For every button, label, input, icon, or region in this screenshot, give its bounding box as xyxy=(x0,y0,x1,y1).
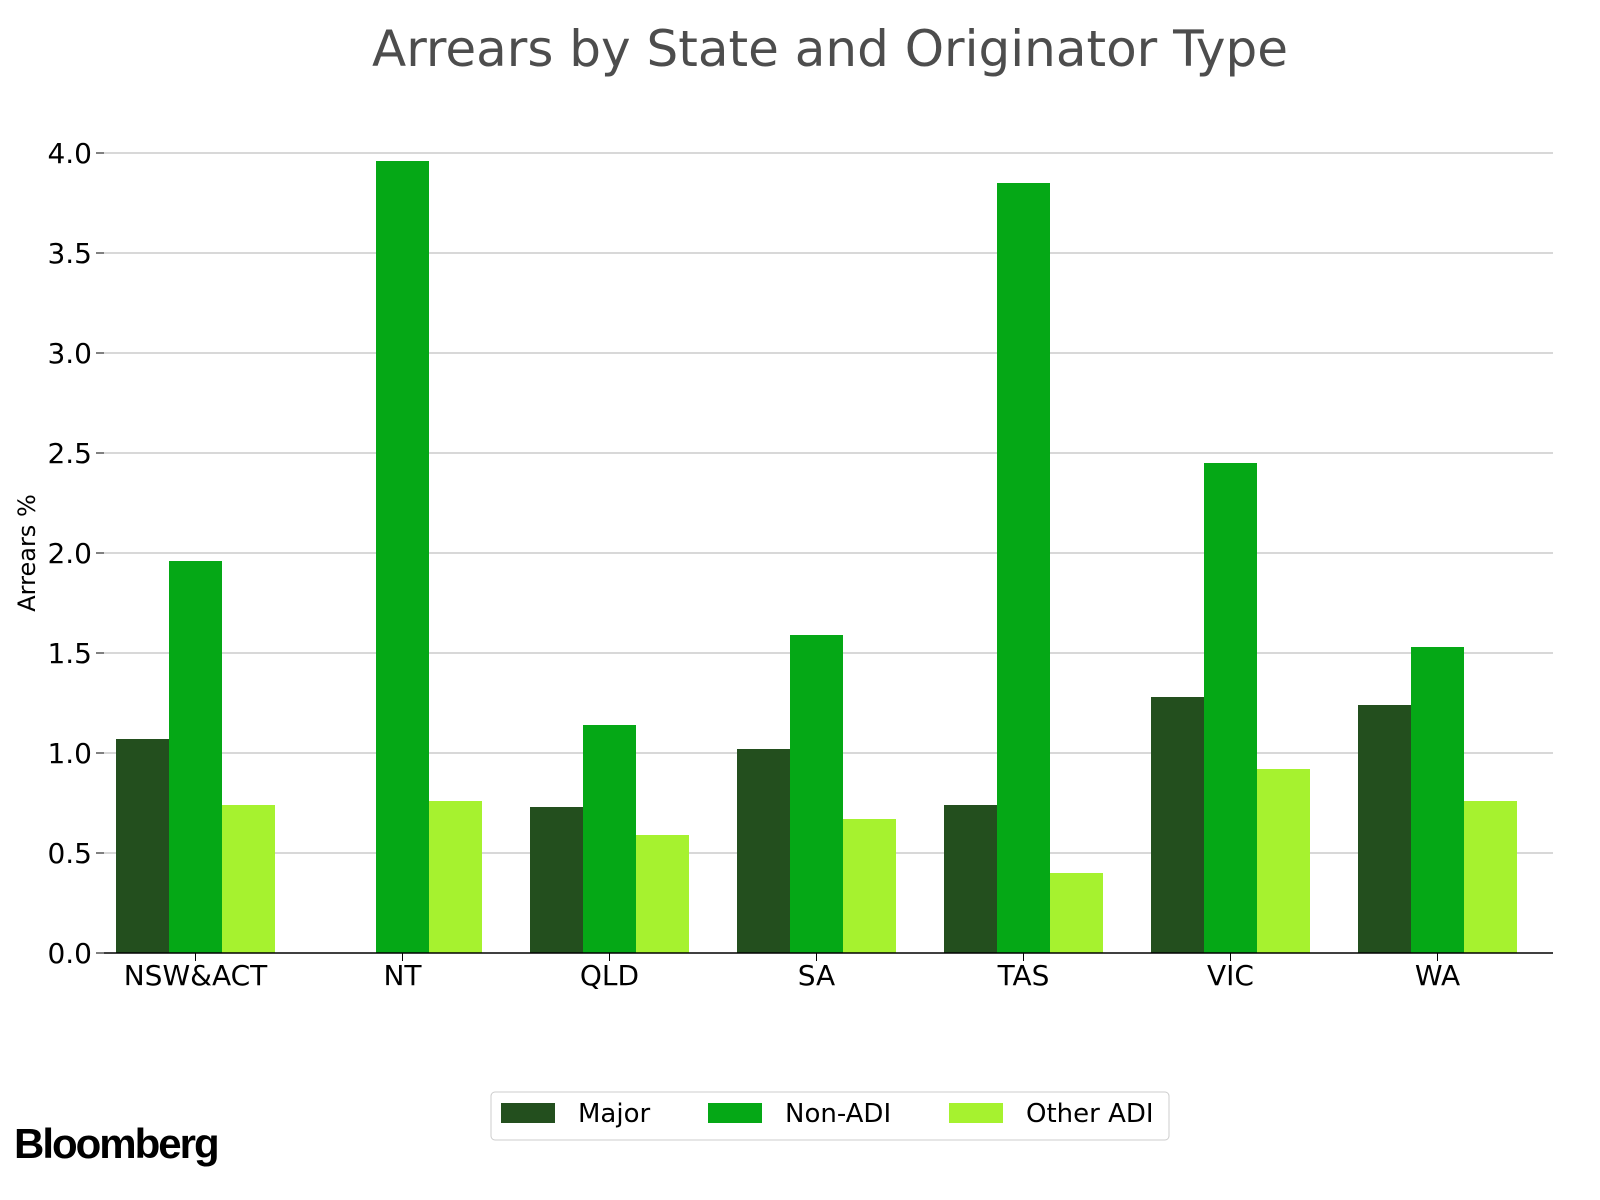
bar-major-0 xyxy=(116,739,169,953)
x-tick-label: SA xyxy=(798,959,835,992)
legend-swatch-non-adi xyxy=(708,1103,762,1123)
y-tick-label: 4.0 xyxy=(47,137,92,170)
bar-other-adi-2 xyxy=(636,835,689,953)
y-tick-label: 0.0 xyxy=(47,937,92,970)
y-tick-label: 3.5 xyxy=(47,237,92,270)
bar-non-adi-2 xyxy=(583,725,636,953)
legend-swatch-other-adi xyxy=(949,1103,1003,1123)
bar-other-adi-4 xyxy=(1050,873,1103,953)
legend-swatch-major xyxy=(501,1103,555,1123)
bar-other-adi-0 xyxy=(222,805,275,953)
y-axis-ticks: 0.0 0.5 1.0 1.5 2.0 2.5 3.0 3.5 4.0 xyxy=(47,137,104,970)
x-tick-label: VIC xyxy=(1207,959,1254,992)
legend-label: Other ADI xyxy=(1026,1099,1154,1129)
bar-major-3 xyxy=(737,749,790,953)
bar-major-2 xyxy=(530,807,583,953)
x-tick-label: QLD xyxy=(580,959,639,992)
bar-major-5 xyxy=(1151,697,1204,953)
bar-other-adi-3 xyxy=(843,819,896,953)
x-tick-label: TAS xyxy=(997,959,1050,992)
bar-major-4 xyxy=(944,805,997,953)
y-tick-label: 0.5 xyxy=(47,837,92,870)
legend: Major Non-ADI Other ADI xyxy=(490,1091,1170,1141)
bar-other-adi-5 xyxy=(1257,769,1310,953)
chart-title: Arrears by State and Originator Type xyxy=(372,20,1288,78)
bars xyxy=(116,161,1517,953)
x-tick-label: WA xyxy=(1415,959,1460,992)
x-tick-label: NSW&ACT xyxy=(124,959,268,992)
y-tick-label: 1.5 xyxy=(47,637,92,670)
y-tick-label: 2.5 xyxy=(47,437,92,470)
x-tick-label: NT xyxy=(383,959,422,992)
bar-other-adi-1 xyxy=(429,801,482,953)
bar-major-6 xyxy=(1358,705,1411,953)
bar-non-adi-3 xyxy=(790,635,843,953)
y-axis-title: Arrears % xyxy=(13,494,41,611)
bar-other-adi-6 xyxy=(1464,801,1517,953)
bar-non-adi-5 xyxy=(1204,463,1257,953)
legend-label: Non-ADI xyxy=(785,1099,891,1129)
bar-non-adi-0 xyxy=(169,561,222,953)
y-tick-label: 2.0 xyxy=(47,537,92,570)
y-tick-label: 1.0 xyxy=(47,737,92,770)
bar-non-adi-6 xyxy=(1411,647,1464,953)
bar-non-adi-1 xyxy=(376,161,429,953)
legend-label: Major xyxy=(578,1099,650,1129)
y-tick-label: 3.0 xyxy=(47,337,92,370)
bar-non-adi-4 xyxy=(997,183,1050,953)
x-axis-ticks: NSW&ACT NT QLD SA TAS VIC WA xyxy=(124,953,1460,992)
bloomberg-logo: Bloomberg xyxy=(14,1120,218,1167)
